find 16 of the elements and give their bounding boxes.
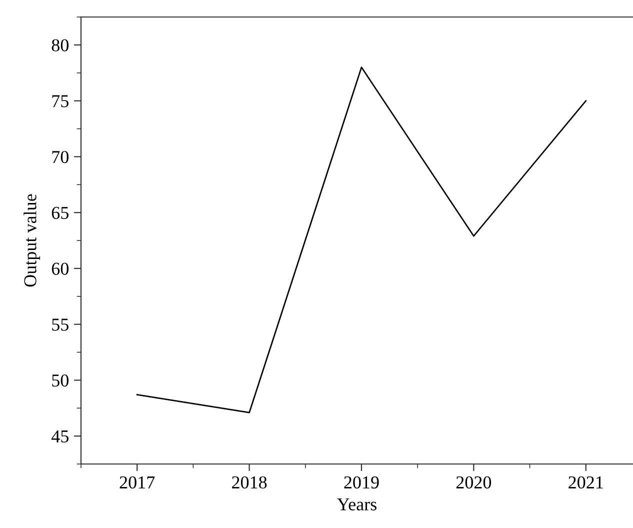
x-tick-label: 2020 bbox=[456, 476, 492, 489]
y-tick-label: 65 bbox=[52, 206, 68, 220]
y-tick-label: 55 bbox=[52, 318, 68, 331]
x-tick-label: 2017 bbox=[120, 476, 155, 489]
y-tick-label: 70 bbox=[52, 150, 69, 164]
x-axis-title: Years bbox=[337, 498, 376, 510]
y-tick-label: 75 bbox=[52, 95, 68, 108]
x-tick-label: 2019 bbox=[344, 476, 379, 489]
y-axis-title: Output value bbox=[24, 194, 40, 287]
y-tick-label: 80 bbox=[52, 39, 69, 52]
x-tick-label: 2021 bbox=[568, 476, 603, 489]
x-tick-label: 2018 bbox=[232, 476, 267, 489]
line-series bbox=[136, 66, 587, 414]
y-tick-label: 60 bbox=[52, 262, 69, 275]
y-tick-label: 45 bbox=[51, 430, 68, 443]
y-tick-label: 50 bbox=[52, 374, 69, 387]
